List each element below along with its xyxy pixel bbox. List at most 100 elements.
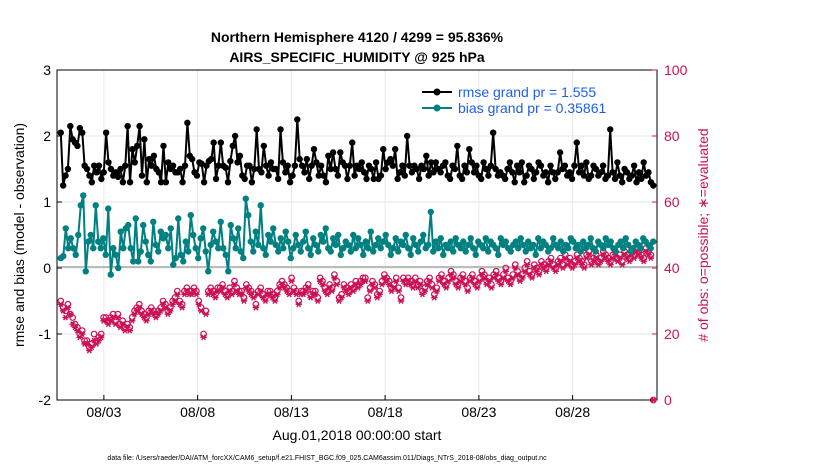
rmse-point: [583, 159, 590, 166]
rmse-point: [57, 129, 64, 136]
bias-point: [492, 245, 499, 252]
bias-point: [310, 235, 317, 242]
obs-evaluated-stroke: [365, 298, 371, 304]
rmse-point: [282, 169, 289, 176]
bias-point: [280, 245, 287, 252]
obs-evaluated-point: [231, 281, 238, 288]
rmse-point: [432, 159, 440, 166]
obs-evaluated-point: [57, 301, 64, 308]
obs-evaluated-stroke: [167, 307, 173, 314]
obs-evaluated-stroke: [438, 274, 444, 281]
bias-point: [395, 248, 402, 255]
obs-evaluated-stroke: [162, 304, 168, 311]
obs-evaluated-stroke: [227, 288, 233, 295]
obs-evaluated-point: [481, 274, 488, 281]
bias-point: [622, 235, 629, 242]
obs-evaluated-stroke: [120, 321, 126, 328]
obs-evaluated-stroke: [74, 327, 80, 334]
obs-evaluated-stroke: [505, 278, 511, 285]
bias-point: [555, 245, 562, 252]
bias-point: [587, 235, 594, 242]
rmse-point: [552, 175, 559, 183]
rmse-point: [119, 179, 127, 186]
bias-point: [255, 241, 262, 249]
obs-evaluated-point: [443, 284, 450, 291]
rmse-point: [100, 169, 107, 176]
bias-point: [147, 258, 154, 265]
rmse-point: [303, 155, 311, 163]
obs-evaluated-stroke: [331, 274, 337, 281]
bias-point: [600, 245, 607, 252]
rmse-point: [399, 162, 406, 169]
x-tick-label: 08/08: [180, 404, 215, 420]
obs-evaluated-point: [519, 274, 526, 281]
rmse-point: [277, 126, 284, 133]
obs-evaluated-stroke: [89, 344, 95, 351]
rmse-point: [360, 169, 368, 176]
bias-point: [400, 241, 407, 249]
obs-evaluated-stroke: [503, 268, 509, 275]
obs-evaluated-stroke: [296, 301, 302, 308]
rmse-point: [320, 172, 327, 179]
obs-evaluated-point: [262, 298, 269, 304]
obs-evaluated-point: [240, 298, 248, 304]
bias-point: [290, 245, 297, 252]
rmse-point: [609, 169, 616, 176]
bias-point: [112, 251, 119, 258]
bias-point: [172, 254, 179, 262]
obs-evaluated-stroke: [270, 294, 276, 301]
obs-evaluated-stroke: [148, 307, 154, 314]
bias-point: [242, 195, 249, 202]
obs-evaluated-point: [412, 278, 419, 285]
obs-evaluated-stroke: [462, 281, 468, 288]
rmse-point: [645, 169, 652, 176]
rmse-point: [86, 172, 93, 179]
obs-evaluated-stroke: [519, 274, 525, 281]
rmse-point: [468, 159, 475, 166]
rmse-point: [222, 164, 229, 171]
bias-point: [257, 202, 264, 209]
obs-evaluated-stroke: [572, 261, 578, 268]
rmse-point: [184, 119, 191, 127]
obs-evaluated-stroke: [603, 255, 609, 262]
bias-point: [585, 241, 592, 249]
obs-evaluated-stroke: [619, 261, 625, 268]
bias-point: [467, 235, 474, 242]
obs-evaluated-stroke: [179, 304, 185, 311]
obs-evaluated-stroke: [400, 278, 406, 285]
obs-evaluated-point: [512, 265, 519, 271]
obs-evaluated-point: [143, 317, 150, 324]
obs-evaluated-point: [559, 265, 567, 271]
rmse-point: [136, 122, 143, 130]
obs-evaluated-stroke: [124, 324, 130, 331]
bias-point: [452, 235, 459, 242]
bias-point: [300, 238, 307, 245]
rmse-point: [630, 162, 638, 169]
obs-possible-point: [195, 297, 203, 305]
bias-point: [560, 248, 567, 255]
obs-evaluated-stroke: [481, 274, 487, 281]
obs-evaluated-stroke: [286, 291, 292, 298]
bias-point: [525, 238, 532, 245]
bias-point: [95, 238, 102, 245]
obs-evaluated-stroke: [246, 288, 252, 295]
bias-point: [82, 268, 89, 275]
obs-evaluated-stroke: [536, 271, 542, 278]
obs-evaluated-point: [473, 284, 481, 291]
rmse-point: [107, 165, 115, 173]
rmse-point: [607, 126, 614, 133]
obs-evaluated-stroke: [527, 271, 532, 278]
rmse-point: [604, 172, 612, 179]
bias-point: [577, 248, 584, 255]
obs-evaluated-stroke: [293, 291, 299, 298]
obs-evaluated-stroke: [324, 291, 330, 298]
rmse-point: [523, 172, 530, 179]
obs-evaluated-point: [566, 258, 574, 265]
rmse-point: [408, 169, 416, 176]
obs-evaluated-stroke: [115, 314, 121, 321]
rmse-point: [446, 175, 454, 183]
rmse-point: [157, 179, 165, 186]
obs-possible-point: [397, 294, 405, 302]
bias-point: [462, 248, 469, 255]
obs-evaluated-point: [219, 284, 226, 291]
